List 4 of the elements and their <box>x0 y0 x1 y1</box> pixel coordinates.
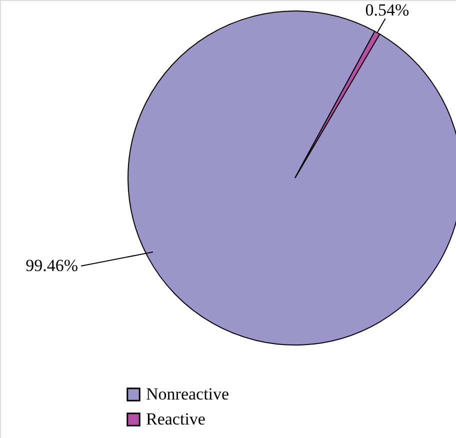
data-label: 0.54% <box>365 0 410 20</box>
legend-label: Reactive <box>146 410 206 428</box>
data-label: 99.46% <box>26 256 78 275</box>
legend-label: Nonreactive <box>146 384 230 404</box>
